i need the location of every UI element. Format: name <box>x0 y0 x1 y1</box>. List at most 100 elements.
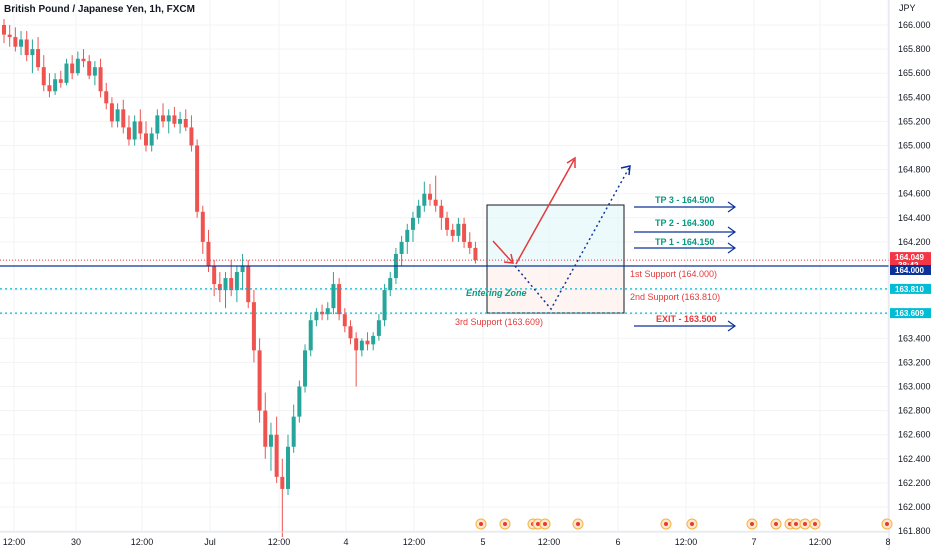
candle-body <box>109 103 114 122</box>
candle-body <box>399 241 404 254</box>
y-tick-label: 164.600 <box>898 189 931 199</box>
candle-body <box>104 91 109 104</box>
candle-body <box>223 278 228 291</box>
candle-body <box>257 350 262 411</box>
candle-body <box>410 217 415 230</box>
candle-body <box>251 302 256 351</box>
event-flag-dot <box>536 522 540 526</box>
dotted-path-alternative[interactable] <box>514 167 630 311</box>
exit-label: EXIT - 163.500 <box>656 314 717 324</box>
x-tick-label: 12:00 <box>403 537 426 547</box>
entry-zone-box[interactable] <box>486 265 625 314</box>
candle-body <box>246 266 251 303</box>
candle-body <box>115 109 120 122</box>
candle-body <box>166 115 171 122</box>
candle-body <box>53 79 58 92</box>
candle-body <box>195 145 200 212</box>
candle-body <box>75 58 80 74</box>
y-tick-label: 162.200 <box>898 478 931 488</box>
candle-body <box>41 67 46 86</box>
x-axis[interactable]: 12:00 30 12:00 Jul 12:00 4 12:00 5 12:00 6 12:00 7 1… <box>3 537 891 547</box>
x-tick-label: 12:00 <box>675 537 698 547</box>
y-tick-label: 162.800 <box>898 406 931 416</box>
event-markers[interactable] <box>475 518 893 530</box>
candle-body <box>161 115 166 122</box>
candle-body <box>450 229 455 236</box>
candle-body <box>81 58 86 62</box>
candle-body <box>325 308 330 315</box>
tp3-arrow-head <box>727 201 737 213</box>
candle-body <box>439 205 444 218</box>
x-tick-label: 12:00 <box>538 537 561 547</box>
support1-label: 1st Support (164.000) <box>630 269 717 279</box>
y-tick-label: 164.200 <box>898 237 931 247</box>
candle-body <box>456 223 461 236</box>
price-tag-text: 163.810 <box>895 285 924 294</box>
candle-body <box>280 476 285 489</box>
x-tick-label: 30 <box>71 537 81 547</box>
candle-body <box>308 320 313 351</box>
candle-body <box>183 118 188 128</box>
candle-body <box>24 39 29 56</box>
event-flag-dot <box>690 522 694 526</box>
x-tick-label: 4 <box>343 537 348 547</box>
down-arrow-entry[interactable] <box>492 240 513 263</box>
entering-zone-label: Entering Zone <box>466 288 527 298</box>
event-flag-dot <box>750 522 754 526</box>
candle-body <box>331 284 336 309</box>
candle-body <box>155 115 160 134</box>
candle-body <box>382 290 387 321</box>
y-tick-label: 166.000 <box>898 20 931 30</box>
candle-body <box>388 278 393 291</box>
candle-body <box>132 121 137 140</box>
x-tick-label: 12:00 <box>3 537 26 547</box>
y-tick-label: 164.800 <box>898 165 931 175</box>
event-flag-dot <box>774 522 778 526</box>
target-zone-box[interactable] <box>486 204 625 267</box>
candle-body <box>405 229 410 242</box>
candle-body <box>416 205 421 218</box>
candle-body <box>462 223 467 242</box>
candle-body <box>30 49 35 56</box>
candle-body <box>428 193 432 200</box>
candle-body <box>274 434 279 477</box>
candle-body <box>445 217 450 230</box>
event-flag-dot <box>664 522 668 526</box>
candle-body <box>19 39 24 47</box>
candle-body <box>144 133 148 146</box>
x-tick-label: 7 <box>751 537 756 547</box>
candle-body <box>138 121 143 134</box>
candle-body <box>433 199 438 206</box>
candle-body <box>422 193 427 206</box>
candle-body <box>178 118 183 124</box>
candle-body <box>149 133 154 146</box>
candle-body <box>121 109 126 128</box>
y-tick-label: 162.400 <box>898 454 931 464</box>
candle-body <box>212 266 217 285</box>
y-tick-label: 165.000 <box>898 141 931 151</box>
x-tick-label: 6 <box>615 537 620 547</box>
tp2-label: TP 2 - 164.300 <box>655 218 714 228</box>
candle-body <box>354 338 359 351</box>
y-tick-label: 165.400 <box>898 92 931 102</box>
event-flag-dot <box>576 522 580 526</box>
candle-body <box>36 49 41 68</box>
up-arrow-bullish-head <box>566 156 576 168</box>
candle-body <box>348 326 353 339</box>
tp3-label: TP 3 - 164.500 <box>655 195 714 205</box>
y-tick-label: 165.200 <box>898 116 931 126</box>
candle-body <box>240 266 245 273</box>
event-flag-dot <box>479 522 483 526</box>
candle-body <box>87 61 92 76</box>
y-tick-label: 163.400 <box>898 333 931 343</box>
support3-label: 3rd Support (163.609) <box>455 317 543 327</box>
y-tick-label: 164.400 <box>898 213 931 223</box>
candle-body <box>229 278 234 291</box>
candle-body <box>286 446 290 489</box>
tp2-arrow-head <box>727 226 737 238</box>
up-arrow-bullish[interactable] <box>515 159 575 265</box>
